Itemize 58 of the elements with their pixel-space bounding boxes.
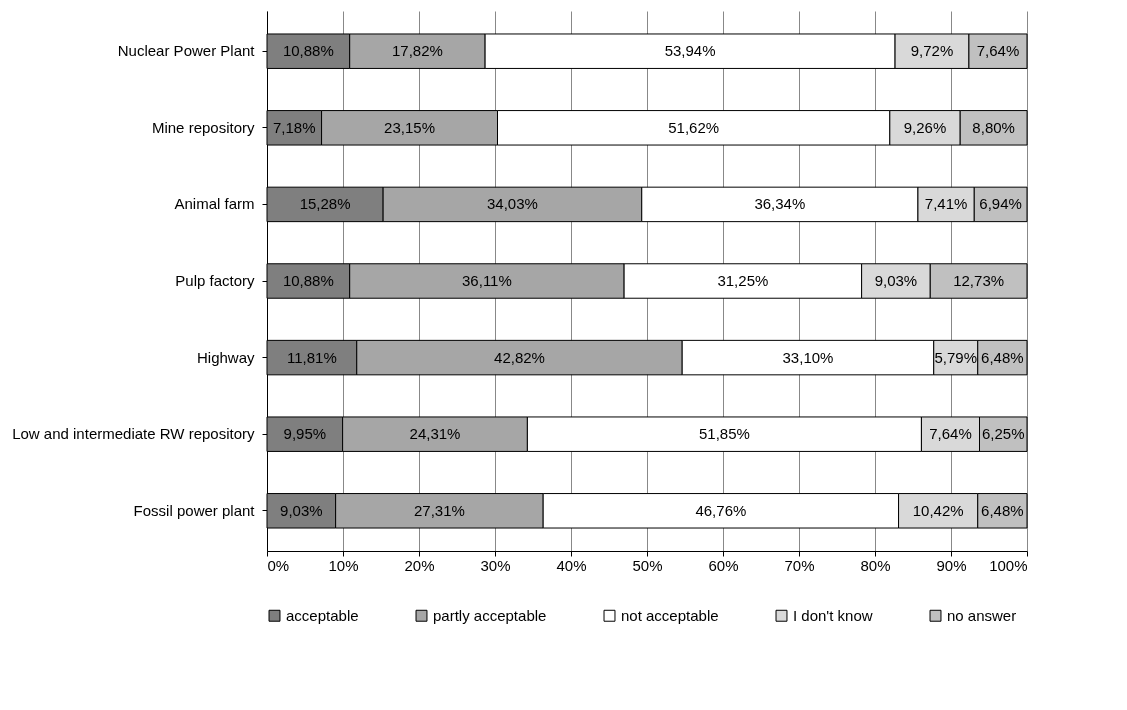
y-tick-label: Mine repository (151, 118, 255, 136)
data-label: 10,42% (912, 501, 964, 519)
data-label: 27,31% (413, 501, 465, 519)
legend-label: no answer (947, 606, 1017, 624)
x-tick-label: 0% (267, 556, 290, 574)
x-tick-label: 40% (556, 556, 587, 574)
data-label: 5,79% (934, 348, 978, 366)
data-label: 6,48% (981, 348, 1024, 366)
data-label: 11,81% (287, 348, 337, 366)
data-label: 9,26% (903, 118, 947, 136)
data-label: 23,15% (384, 118, 435, 136)
data-label: 12,73% (953, 272, 1005, 289)
x-tick-label: 80% (860, 556, 891, 574)
x-tick-label: 70% (784, 556, 815, 574)
legend-label: partly acceptable (433, 606, 547, 624)
data-label: 9,95% (283, 425, 327, 443)
data-label: 10,88% (282, 272, 334, 289)
data-label: 46,76% (695, 501, 747, 519)
legend-label: acceptable (286, 606, 359, 624)
data-label: 7,41% (924, 195, 968, 213)
data-label: 7,64% (929, 425, 972, 443)
data-label: 6,94% (979, 195, 1022, 213)
data-label: 6,25% (981, 425, 1025, 443)
x-tick-label: 30% (480, 556, 511, 574)
data-label: 17,82% (391, 42, 443, 60)
y-tick-label: Pulp factory (175, 272, 255, 289)
data-label: 36,11% (462, 272, 512, 289)
y-tick-label: Nuclear Power Plant (117, 42, 256, 60)
x-tick-label: 10% (328, 556, 359, 574)
data-label: 9,03% (874, 272, 918, 289)
y-tick-label: Fossil power plant (133, 501, 256, 519)
y-tick-label: Animal farm (174, 195, 255, 213)
data-label: 51,62% (668, 118, 720, 136)
data-label: 15,28% (299, 195, 351, 213)
data-label: 24,31% (409, 425, 461, 443)
data-label: 9,03% (280, 501, 323, 519)
legend-label: I don't know (793, 606, 873, 624)
data-label: 7,64% (976, 42, 1020, 60)
data-label: 9,72% (910, 42, 954, 60)
data-label: 34,03% (487, 195, 538, 213)
x-tick-label: 100% (989, 556, 1028, 574)
data-label: 51,85% (698, 425, 750, 443)
x-tick-label: 90% (936, 556, 967, 574)
data-label: 7,18% (273, 118, 316, 136)
data-label: 42,82% (494, 348, 545, 366)
data-label: 6,48% (981, 501, 1024, 519)
x-tick-label: 50% (632, 556, 663, 574)
data-label: 31,25% (717, 272, 769, 289)
data-label: 33,10% (782, 348, 834, 366)
data-label: 36,34% (754, 195, 806, 213)
x-tick-label: 60% (708, 556, 739, 574)
legend-label: not acceptable (621, 606, 719, 624)
data-label: 10,88% (282, 42, 334, 60)
x-tick-label: 20% (404, 556, 435, 574)
data-label: 8,80% (972, 118, 1015, 136)
y-tick-label: Highway (196, 348, 255, 366)
data-label: 53,94% (664, 42, 716, 60)
y-tick-label: Low and intermediate RW repository (12, 425, 255, 443)
